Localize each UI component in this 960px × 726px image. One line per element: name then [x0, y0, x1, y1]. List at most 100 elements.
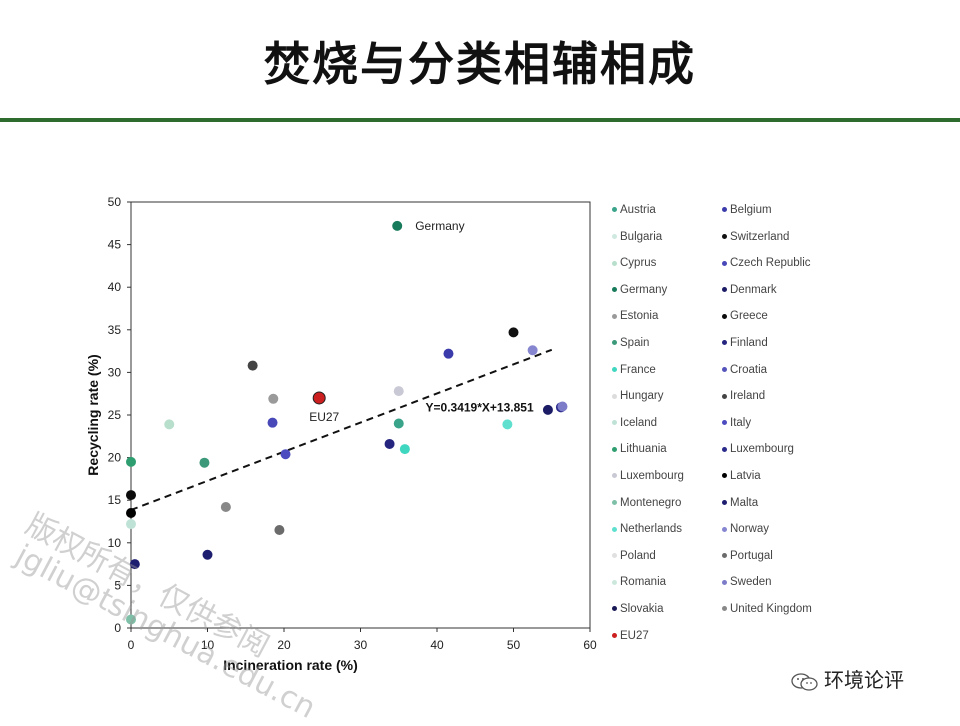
title-divider [0, 118, 960, 122]
x-tick-label: 40 [430, 638, 444, 652]
legend-item: Montenegro [612, 497, 681, 509]
data-point [199, 457, 210, 468]
data-point [268, 393, 279, 404]
data-point [527, 345, 538, 356]
y-tick-label: 50 [108, 195, 122, 209]
data-point [443, 348, 454, 359]
data-point [508, 327, 519, 338]
legend-label: Greece [730, 310, 768, 323]
legend-label: Poland [620, 549, 656, 562]
data-point [557, 401, 568, 412]
point-label: Germany [415, 219, 464, 233]
footer-brand: 环境论评 [790, 664, 904, 693]
legend-label: Finland [730, 337, 768, 349]
legend-item: Sweden [722, 576, 772, 588]
legend-marker [612, 393, 617, 399]
legend-marker [722, 473, 727, 479]
legend-label: Switzerland [730, 230, 790, 243]
x-tick-label: 20 [277, 638, 291, 652]
legend-item: Cyprus [612, 257, 656, 269]
legend-label: Netherlands [620, 523, 683, 536]
data-point [312, 391, 326, 405]
footer-text: 环境论评 [824, 668, 904, 692]
x-tick-label: 50 [507, 638, 521, 652]
x-tick-label: 60 [583, 638, 597, 652]
legend-marker [722, 340, 727, 346]
x-tick-label: 0 [128, 638, 135, 652]
data-point [220, 502, 231, 513]
data-point [126, 507, 136, 518]
x-tick-label: 10 [201, 638, 215, 652]
legend-marker [722, 420, 727, 426]
legend-item: Denmark [722, 284, 777, 296]
legend-item: EU27 [612, 630, 649, 642]
legend-label: Norway [730, 523, 769, 536]
legend-marker [612, 473, 617, 479]
legend-label: EU27 [620, 629, 649, 642]
y-tick-label: 40 [108, 280, 122, 294]
legend-label: Spain [620, 337, 650, 349]
legend-item: Netherlands [612, 523, 682, 535]
y-tick-label: 0 [114, 621, 121, 635]
legend-marker [722, 393, 727, 399]
legend-item: Latvia [722, 470, 761, 482]
legend-marker [612, 500, 617, 506]
legend-label: Czech Republic [730, 257, 811, 270]
legend-marker [722, 367, 727, 373]
data-point [164, 419, 175, 430]
legend-item: Iceland [612, 417, 657, 429]
x-tick-label: 30 [354, 638, 368, 652]
legend-marker [722, 234, 727, 240]
y-axis-label: Recycling rate (%) [85, 354, 101, 475]
legend-item: Spain [612, 337, 649, 349]
y-tick-label: 10 [108, 536, 122, 550]
legend-label: Sweden [730, 576, 772, 589]
legend-label: Luxembourg [730, 443, 794, 456]
legend-label: Denmark [730, 283, 777, 296]
legend-item: Ireland [722, 390, 765, 402]
legend-marker [612, 526, 617, 532]
legend-marker [612, 579, 617, 585]
data-point [502, 419, 513, 430]
legend-label: France [620, 363, 656, 376]
legend-label: Slovakia [620, 603, 664, 615]
y-tick-label: 5 [114, 578, 121, 592]
y-tick-label: 20 [108, 451, 122, 465]
legend-marker [612, 420, 617, 426]
data-point [384, 438, 395, 449]
y-tick-label: 35 [108, 323, 122, 337]
data-point [202, 549, 213, 560]
data-point [247, 360, 258, 371]
legend-item: Estonia [612, 310, 658, 322]
legend-item: Lithuania [612, 443, 667, 455]
legend-label: Estonia [620, 310, 659, 323]
legend-item: France [612, 364, 656, 376]
data-point [393, 386, 404, 397]
legend-item: Slovakia [612, 603, 663, 615]
legend-item: Germany [612, 284, 667, 296]
legend-marker [612, 313, 617, 319]
legend-marker [612, 287, 617, 293]
legend-marker [612, 553, 617, 559]
legend-label: Iceland [620, 416, 658, 429]
legend-item: Luxembourg [722, 443, 794, 455]
data-point [392, 220, 403, 231]
trend-equation: Y=0.3419*X+13.851 [426, 401, 534, 415]
legend-item: Greece [722, 310, 768, 322]
legend-label: Latvia [730, 470, 761, 482]
legend-label: Malta [730, 496, 759, 509]
data-point [126, 519, 136, 530]
legend-label: Austria [620, 204, 656, 216]
legend-item: Italy [722, 417, 751, 429]
legend-marker [612, 446, 617, 452]
legend-item: Romania [612, 576, 666, 588]
legend-label: Cyprus [620, 257, 657, 270]
legend-label: Montenegro [620, 496, 682, 509]
legend-label: Portugal [730, 549, 773, 562]
legend-item: Malta [722, 497, 758, 509]
data-point [542, 404, 553, 415]
legend-label: Romania [620, 576, 667, 589]
legend-label: Belgium [730, 204, 772, 216]
data-point [267, 417, 278, 428]
